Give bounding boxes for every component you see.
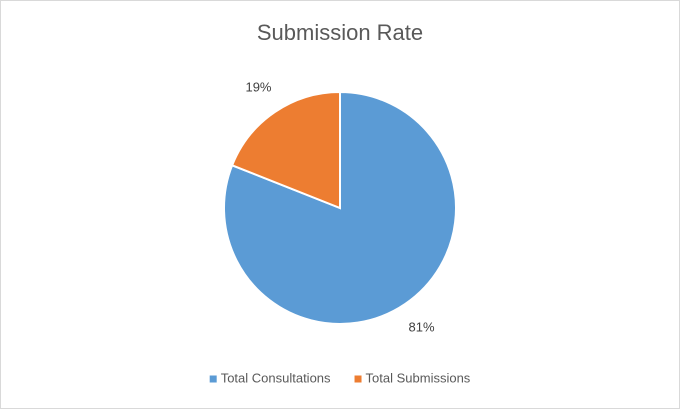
chart-title: Submission Rate [257,20,423,45]
legend-swatch [354,375,362,383]
legend-label: Total Submissions [366,370,471,385]
data-label: 19% [245,80,271,95]
legend-label: Total Consultations [221,370,331,385]
pie-slice [230,90,341,210]
pie-slice [223,90,457,325]
data-label: 81% [408,319,434,334]
legend-swatch [209,375,217,383]
